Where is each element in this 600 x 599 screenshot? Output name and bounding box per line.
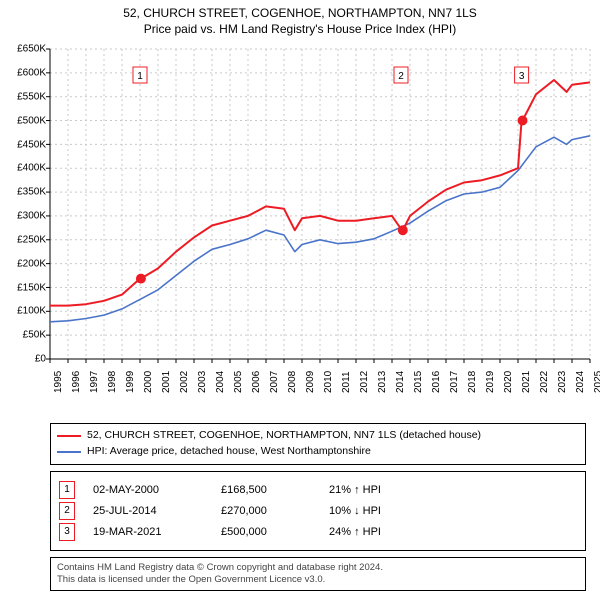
y-tick-label: £600K	[0, 68, 46, 79]
svg-text:3: 3	[519, 71, 525, 82]
event-marker: 1	[59, 481, 75, 499]
event-row: 2 25-JUL-2014 £270,000 10% ↓ HPI	[59, 502, 577, 520]
x-tick-label: 2008	[287, 371, 298, 393]
x-tick-label: 2023	[557, 371, 568, 393]
legend-swatch	[57, 451, 81, 453]
event-delta: 21% ↑ HPI	[329, 484, 577, 496]
legend: 52, CHURCH STREET, COGENHOE, NORTHAMPTON…	[50, 423, 586, 465]
x-tick-label: 2018	[467, 371, 478, 393]
events-table: 1 02-MAY-2000 £168,500 21% ↑ HPI 2 25-JUL-201…	[50, 471, 586, 551]
event-row: 3 19-MAR-2021 £500,000 24% ↑ HPI	[59, 523, 577, 541]
x-tick-label: 2011	[341, 372, 352, 394]
legend-row: 52, CHURCH STREET, COGENHOE, NORTHAMPTON…	[57, 428, 579, 444]
page: 52, CHURCH STREET, COGENHOE, NORTHAMPTON…	[0, 0, 600, 591]
x-tick-label: 2001	[161, 371, 172, 393]
x-tick-label: 2010	[323, 371, 334, 393]
legend-row: HPI: Average price, detached house, West…	[57, 444, 579, 460]
x-tick-label: 2013	[377, 371, 388, 393]
y-tick-label: £450K	[0, 139, 46, 150]
x-tick-label: 2004	[215, 371, 226, 393]
event-date: 19-MAR-2021	[93, 526, 203, 538]
y-tick-label: £150K	[0, 282, 46, 293]
y-tick-label: £350K	[0, 187, 46, 198]
x-tick-label: 2000	[143, 371, 154, 393]
footer-line-2: This data is licensed under the Open Gov…	[57, 574, 579, 586]
y-tick-label: £0	[0, 354, 46, 365]
x-tick-label: 2003	[197, 371, 208, 393]
x-tick-label: 1996	[71, 371, 82, 393]
x-tick-label: 2024	[575, 371, 586, 393]
x-tick-label: 1999	[125, 371, 136, 393]
x-tick-label: 2012	[359, 371, 370, 393]
x-tick-label: 2019	[485, 371, 496, 393]
event-marker: 2	[59, 502, 75, 520]
event-row: 1 02-MAY-2000 £168,500 21% ↑ HPI	[59, 481, 577, 499]
footer-line-1: Contains HM Land Registry data © Crown c…	[57, 562, 579, 574]
x-tick-label: 2002	[179, 371, 190, 393]
y-tick-label: £50K	[0, 330, 46, 341]
x-tick-label: 2014	[395, 371, 406, 393]
x-tick-label: 2017	[449, 371, 460, 393]
x-tick-label: 1995	[53, 371, 64, 393]
svg-text:2: 2	[398, 71, 404, 82]
attribution-footer: Contains HM Land Registry data © Crown c…	[50, 557, 586, 592]
legend-swatch	[57, 435, 81, 437]
event-marker: 3	[59, 523, 75, 541]
y-tick-label: £550K	[0, 91, 46, 102]
event-date: 25-JUL-2014	[93, 505, 203, 517]
event-price: £168,500	[221, 484, 311, 496]
chart-area: £0 £50K £100K £150K £200K £250K £300K £350K £400…	[0, 39, 600, 419]
event-delta: 10% ↓ HPI	[329, 505, 577, 517]
chart-title-subtitle: Price paid vs. HM Land Registry's House …	[4, 22, 596, 38]
y-tick-label: £300K	[0, 211, 46, 222]
chart-svg: 1 2 3	[0, 39, 600, 419]
event-price: £270,000	[221, 505, 311, 517]
chart-title-block: 52, CHURCH STREET, COGENHOE, NORTHAMPTON…	[0, 0, 600, 39]
x-tick-label: 2015	[413, 371, 424, 393]
x-tick-label: 2007	[269, 371, 280, 393]
legend-label: 52, CHURCH STREET, COGENHOE, NORTHAMPTON…	[87, 428, 481, 444]
event-date: 02-MAY-2000	[93, 484, 203, 496]
legend-label: HPI: Average price, detached house, West…	[87, 444, 371, 460]
x-tick-label: 2009	[305, 371, 316, 393]
x-tick-label: 1997	[89, 371, 100, 393]
event-price: £500,000	[221, 526, 311, 538]
chart-title-address: 52, CHURCH STREET, COGENHOE, NORTHAMPTON…	[4, 6, 596, 22]
y-tick-label: £400K	[0, 163, 46, 174]
y-tick-label: £200K	[0, 258, 46, 269]
x-tick-label: 2022	[539, 371, 550, 393]
y-tick-label: £250K	[0, 234, 46, 245]
x-tick-label: 2005	[233, 371, 244, 393]
x-tick-label: 1998	[107, 371, 118, 393]
y-tick-label: £100K	[0, 306, 46, 317]
y-tick-label: £500K	[0, 115, 46, 126]
x-tick-label: 2016	[431, 371, 442, 393]
x-tick-label: 2020	[503, 371, 514, 393]
y-tick-label: £650K	[0, 44, 46, 55]
event-delta: 24% ↑ HPI	[329, 526, 577, 538]
x-tick-label: 2006	[251, 371, 262, 393]
x-tick-label: 2025	[593, 371, 600, 393]
x-tick-label: 2021	[521, 371, 532, 393]
svg-text:1: 1	[137, 71, 143, 82]
